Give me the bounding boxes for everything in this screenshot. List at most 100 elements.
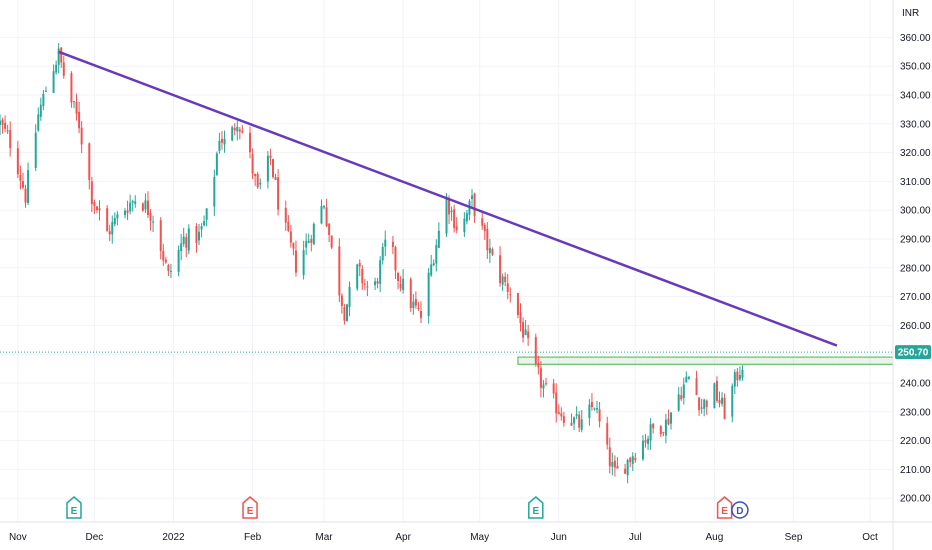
candle-body [394, 247, 397, 271]
candle-body [667, 418, 670, 425]
candle-body [356, 264, 359, 289]
candle-body [55, 64, 58, 73]
candle-body [200, 226, 203, 230]
candle-body [358, 262, 361, 267]
candle-body [450, 210, 453, 213]
candle-body [169, 270, 172, 272]
candle-body [363, 283, 366, 285]
candle-body [213, 177, 216, 207]
candle-body [238, 129, 241, 132]
candle-body [310, 238, 313, 243]
x-tick-label: May [470, 532, 489, 543]
candle-body [323, 206, 326, 208]
earnings-badge [716, 496, 733, 519]
candle-body [152, 221, 155, 223]
candle-body [182, 236, 185, 244]
candle-body [486, 228, 489, 251]
event-marker-earnings-up: E [66, 496, 82, 519]
earnings-label: E [721, 506, 728, 517]
candle-body [713, 383, 716, 409]
candle-body [287, 221, 290, 231]
candle-body [236, 126, 239, 132]
candle-body [634, 457, 637, 461]
candle-body [24, 188, 27, 203]
candle-body [57, 48, 60, 65]
resistance-zone [517, 356, 894, 365]
candle-body [144, 200, 147, 210]
y-tick-label: 350.00 [900, 62, 931, 73]
candle-body [60, 47, 63, 63]
candle-body [715, 381, 718, 401]
candle-body [552, 383, 555, 394]
candle-body [338, 246, 341, 296]
candles [0, 43, 744, 484]
candle-body [580, 419, 583, 430]
candle-body [241, 130, 244, 133]
candle-body [718, 399, 721, 404]
candle-body [616, 466, 619, 469]
candle-body [251, 154, 254, 174]
candle-body [644, 440, 647, 443]
y-tick-label: 360.00 [900, 33, 931, 44]
candle-body [16, 148, 19, 175]
candle-body [506, 283, 509, 292]
x-tick-label: Dec [86, 532, 104, 543]
x-tick-label: Jun [551, 532, 567, 543]
candle-body [195, 226, 198, 244]
candle-body [292, 242, 295, 249]
candle-body [598, 409, 601, 422]
candle-body [180, 243, 183, 252]
candle-body [664, 419, 667, 436]
candle-body [98, 208, 101, 211]
candle-body [307, 240, 310, 243]
candle-body [223, 138, 226, 145]
candle-body [167, 265, 170, 272]
candle-body [379, 260, 382, 284]
candle-body [269, 155, 272, 158]
candle-body [384, 239, 387, 247]
candle-body [249, 132, 252, 153]
candle-body [463, 218, 466, 233]
candle-body [573, 417, 576, 424]
candle-body [34, 132, 37, 168]
candle-body [624, 468, 627, 474]
resistance-zone-box [517, 356, 894, 365]
candle-body [0, 120, 1, 125]
candle-body [374, 281, 377, 286]
candle-body [501, 276, 504, 285]
candle-body [146, 200, 149, 215]
candle-body [504, 276, 507, 282]
candle-body [37, 114, 40, 131]
candle-body [473, 193, 476, 217]
currency-label: INR [902, 8, 919, 19]
candle-body [302, 250, 305, 276]
candle-body [266, 155, 269, 182]
candle-body [593, 408, 596, 410]
y-tick-label: 240.00 [900, 379, 931, 390]
x-tick-label: 2022 [162, 532, 185, 543]
candle-body [641, 440, 644, 460]
candle-body [21, 181, 24, 188]
candle-body [72, 101, 75, 103]
candle-body [52, 71, 55, 94]
candle-body [611, 461, 614, 467]
candle-body [626, 459, 629, 476]
candle-body [629, 457, 632, 462]
dividend-label: D [736, 506, 743, 517]
candle-body [126, 210, 129, 214]
candle-body [481, 218, 484, 226]
candle-body [483, 225, 486, 232]
event-marker-earnings-up: E [528, 496, 544, 519]
x-tick-label: Sep [785, 532, 803, 543]
candle-body [575, 414, 578, 416]
candle-body [27, 170, 30, 203]
candle-body [259, 182, 262, 185]
dividend-badge [731, 501, 749, 519]
candle-body [254, 173, 257, 176]
x-axis: Nov Dec 2022 Feb Mar Apr May Jun Jul Aug Sep Oct [0, 521, 932, 543]
candle-body [608, 447, 611, 467]
candle-body [95, 206, 98, 211]
candle-body [578, 414, 581, 428]
